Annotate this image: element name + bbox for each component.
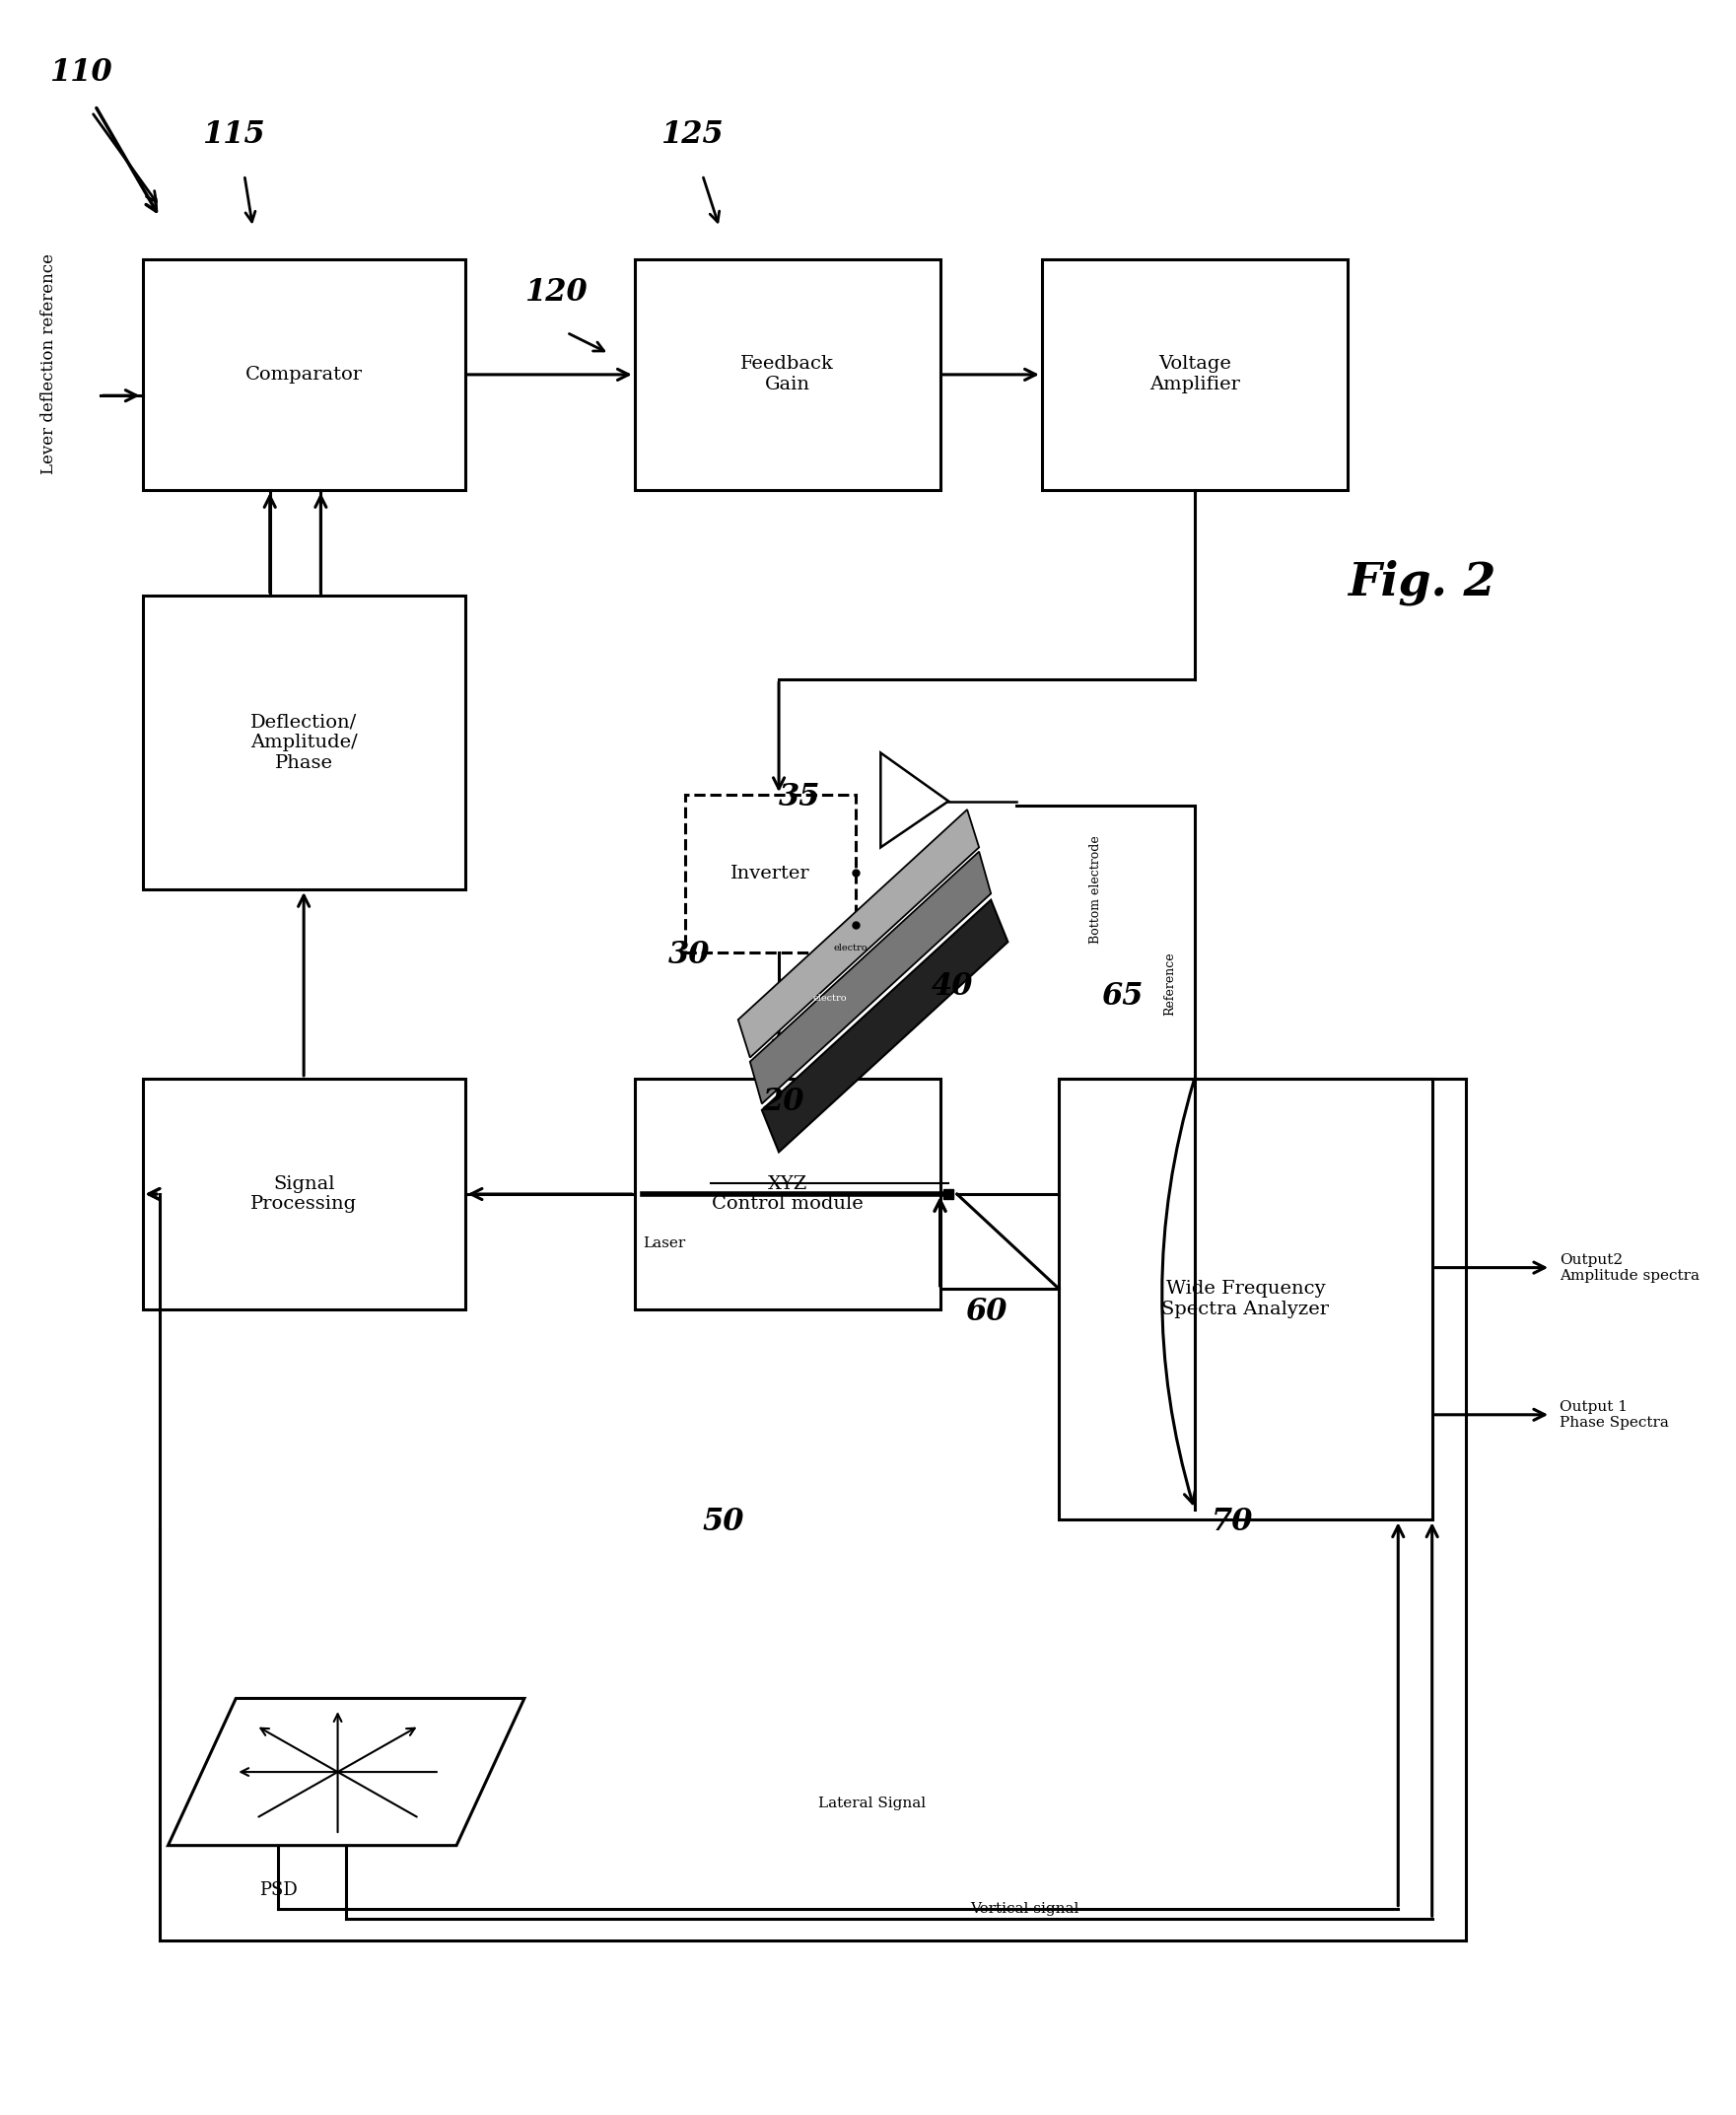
Text: Fig. 2: Fig. 2 — [1347, 560, 1495, 605]
Text: Deflection/
Amplitude/
Phase: Deflection/ Amplitude/ Phase — [250, 713, 358, 772]
Polygon shape — [738, 810, 979, 1058]
Text: Output 1
Phase Spectra: Output 1 Phase Spectra — [1559, 1400, 1668, 1430]
Text: 60: 60 — [965, 1296, 1007, 1326]
Text: Output2
Amplitude spectra: Output2 Amplitude spectra — [1559, 1252, 1700, 1282]
Text: Laser: Laser — [642, 1235, 686, 1250]
Text: 115: 115 — [201, 121, 266, 150]
Text: 110: 110 — [49, 57, 113, 87]
Text: Feedback
Gain: Feedback Gain — [741, 355, 833, 393]
Text: 35: 35 — [779, 783, 821, 812]
FancyBboxPatch shape — [1042, 258, 1347, 491]
Text: electro: electro — [812, 994, 847, 1003]
FancyBboxPatch shape — [142, 594, 465, 890]
FancyBboxPatch shape — [635, 1079, 939, 1309]
FancyBboxPatch shape — [686, 795, 856, 952]
Polygon shape — [750, 852, 991, 1104]
Text: electro: electro — [833, 943, 868, 952]
Text: Voltage
Amplifier: Voltage Amplifier — [1149, 355, 1240, 393]
FancyBboxPatch shape — [635, 258, 939, 491]
Polygon shape — [762, 899, 1009, 1153]
Text: Lateral Signal: Lateral Signal — [818, 1796, 925, 1810]
Text: Inverter: Inverter — [731, 865, 811, 882]
Text: Signal
Processing: Signal Processing — [250, 1176, 358, 1214]
Text: Lever deflection reference: Lever deflection reference — [42, 254, 57, 474]
Text: 120: 120 — [524, 277, 587, 309]
FancyBboxPatch shape — [142, 258, 465, 491]
Text: Bottom electrode: Bottom electrode — [1088, 835, 1102, 943]
Text: 30: 30 — [668, 939, 710, 971]
Text: Wide Frequency
Spectra Analyzer: Wide Frequency Spectra Analyzer — [1161, 1280, 1330, 1318]
Text: 65: 65 — [1101, 981, 1142, 1011]
Text: 20: 20 — [762, 1087, 804, 1117]
Text: Comparator: Comparator — [245, 366, 363, 383]
FancyBboxPatch shape — [1059, 1079, 1432, 1521]
Text: Vertical signal: Vertical signal — [970, 1901, 1080, 1916]
Text: Reference: Reference — [1163, 952, 1177, 1015]
Text: 70: 70 — [1212, 1506, 1253, 1538]
Text: 50: 50 — [703, 1506, 745, 1538]
Text: 40: 40 — [932, 971, 974, 1000]
Text: XYZ
Control module: XYZ Control module — [712, 1176, 863, 1214]
Polygon shape — [880, 753, 948, 848]
Text: 125: 125 — [660, 121, 722, 150]
Text: PSD: PSD — [259, 1880, 297, 1899]
Polygon shape — [168, 1698, 524, 1846]
FancyBboxPatch shape — [142, 1079, 465, 1309]
